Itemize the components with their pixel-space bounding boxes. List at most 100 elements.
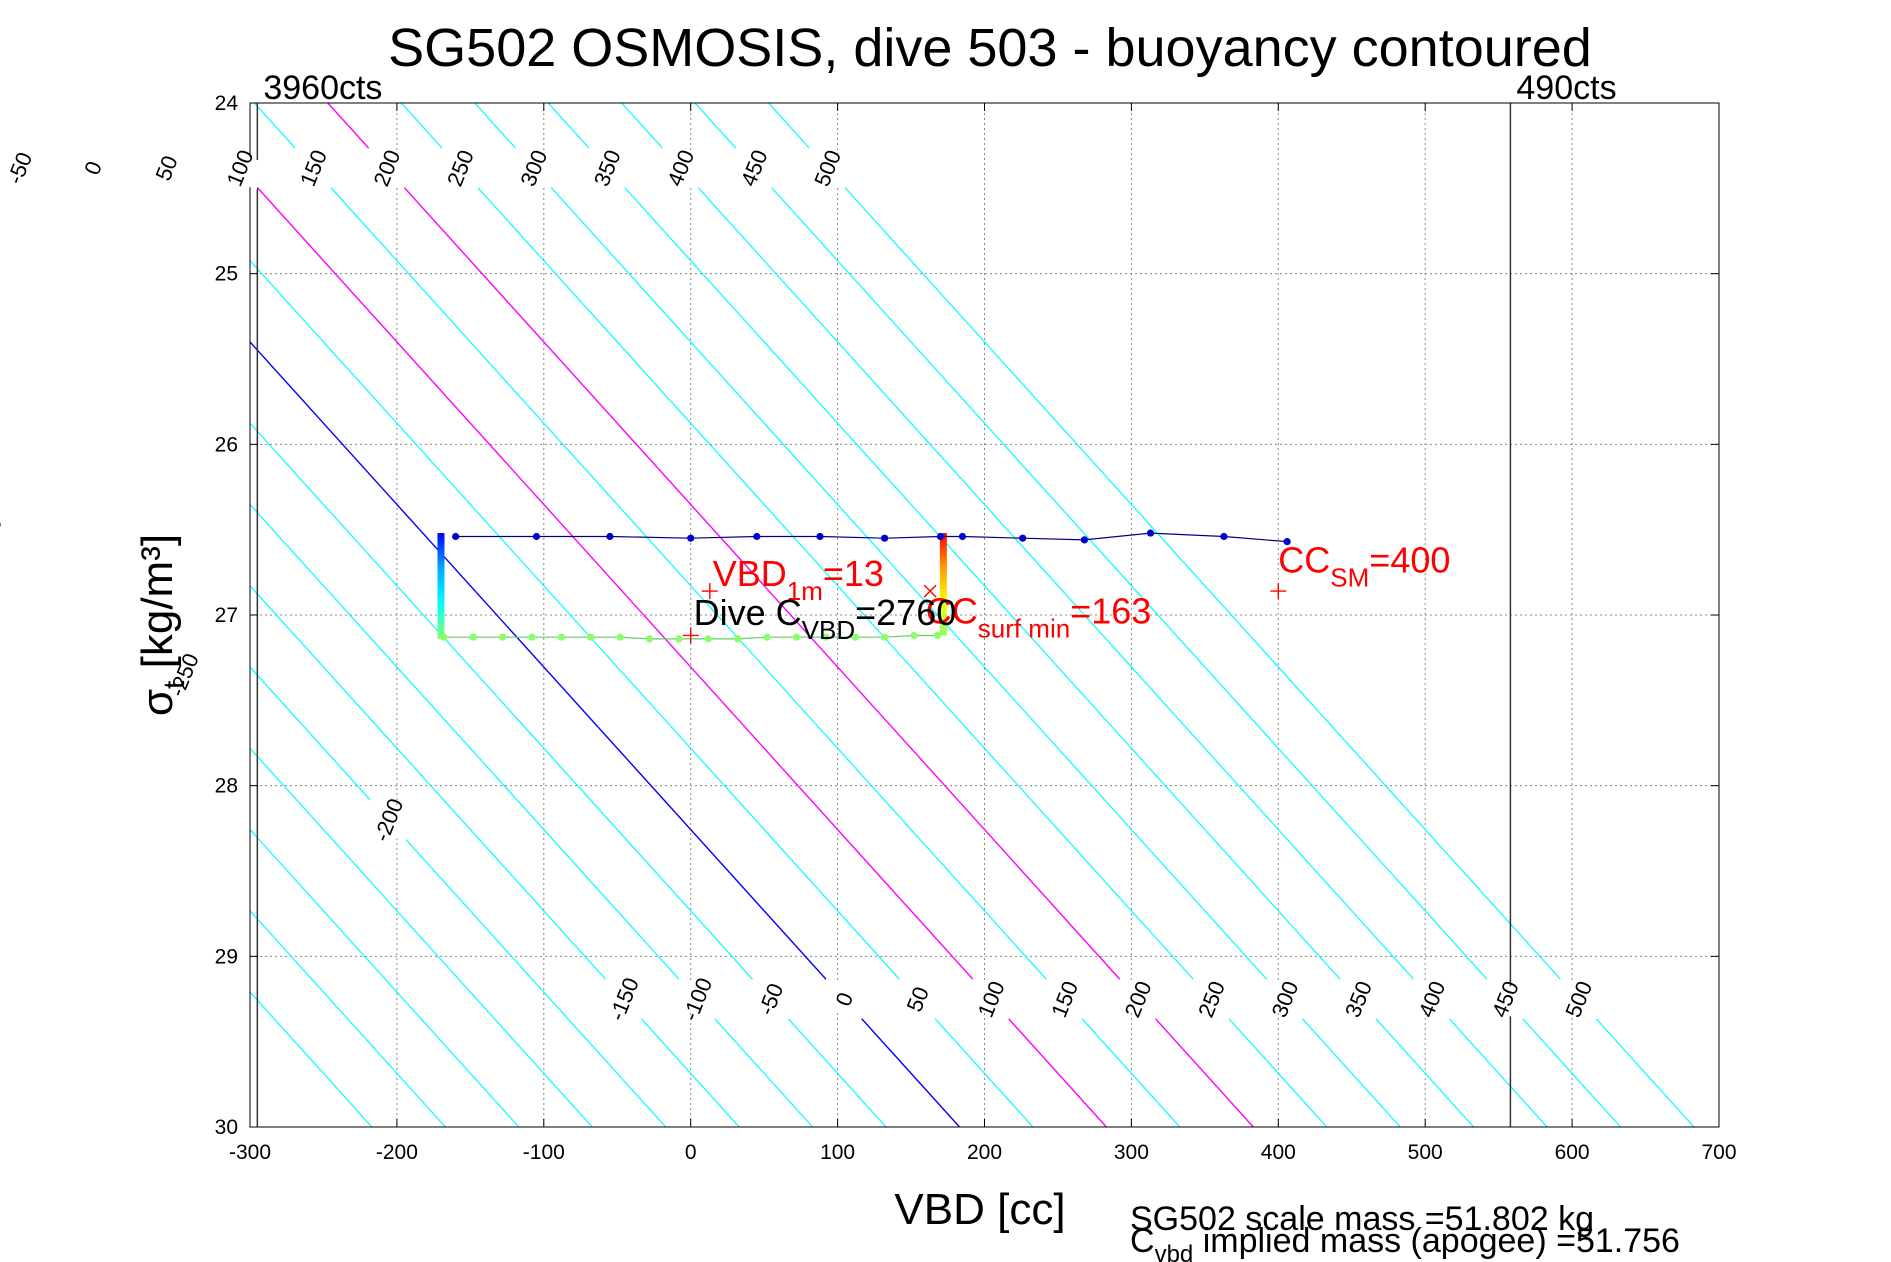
annotation-cvbd: Dive CVBD=2760 xyxy=(694,592,957,645)
surface-profile-column xyxy=(939,533,947,636)
data-point xyxy=(933,631,942,640)
x-tick-label: -100 xyxy=(523,1141,565,1164)
contour-label-top-bg xyxy=(65,145,121,190)
data-point xyxy=(936,532,945,541)
x-tick-label: 0 xyxy=(685,1141,697,1164)
footer-line-2: Cvbd implied mass (apogee) =51.756 xyxy=(1130,1222,1680,1262)
data-point xyxy=(452,532,460,541)
annotations: 3960cts 490cts VBD1m=13 CCsurf min=163 CCSM=… xyxy=(263,69,1616,645)
contour-label-bottom-bg xyxy=(816,977,872,1021)
data-point xyxy=(587,633,595,641)
contour-line xyxy=(250,259,1034,1127)
y-tick-label: 29 xyxy=(215,945,238,968)
contour-label-bottom-bg xyxy=(1257,977,1313,1021)
marker-plus xyxy=(682,627,699,644)
contour-label-bottom-bg xyxy=(1183,977,1239,1021)
data-point xyxy=(753,532,761,541)
marker-plus xyxy=(1270,583,1287,600)
contour-label-bottom-bg xyxy=(1110,977,1166,1021)
contour-line xyxy=(250,909,446,1127)
contour-label-top-bg xyxy=(138,145,194,190)
x-tick-label: -200 xyxy=(376,1141,418,1164)
x-axis-label: VBD [cc] xyxy=(894,1185,1065,1234)
axis-ticks: -300 -200 -100 0 100 200 300 400 500 600 700 24 25 26… xyxy=(215,92,1737,1164)
contour-line xyxy=(694,103,1622,1127)
contour-label-bottom-bg xyxy=(1550,977,1606,1021)
contour-label-top-bg xyxy=(652,145,708,190)
y-tick-label: 26 xyxy=(215,433,238,456)
data-point xyxy=(528,633,536,641)
contour-label-bottom-bg xyxy=(669,977,725,1021)
y-tick-label: 30 xyxy=(215,1116,238,1139)
data-point xyxy=(851,633,859,641)
contour-line xyxy=(250,747,593,1127)
contour-label-bottom-bg xyxy=(889,977,945,1021)
buoyancy-contours xyxy=(250,103,1695,1127)
annotation-ccsurf: CCsurf min=163 xyxy=(926,591,1152,644)
data-point xyxy=(1220,532,1228,541)
data-point xyxy=(704,635,712,643)
y-tick-label: 24 xyxy=(215,92,239,115)
contour-line xyxy=(547,103,1475,1127)
data-point xyxy=(1080,536,1088,544)
data-point xyxy=(816,532,824,541)
data-point xyxy=(881,534,889,542)
data-point xyxy=(616,633,624,641)
x-tick-label: 600 xyxy=(1555,1141,1590,1164)
contour-label-top-bg xyxy=(799,145,855,190)
contour-label-bottom-bg xyxy=(1036,977,1092,1021)
data-point xyxy=(1146,529,1155,537)
footer-line-1: SG502 scale mass =51.802 kg xyxy=(1130,1200,1594,1238)
contour-line xyxy=(250,503,814,1127)
contour-label-top-bg xyxy=(726,145,782,190)
contour-line xyxy=(250,666,667,1127)
contour-line xyxy=(253,103,1181,1127)
x-tick-label: 200 xyxy=(967,1141,1002,1164)
contour-line xyxy=(250,178,1107,1127)
data-series xyxy=(437,529,1291,643)
marker-cross xyxy=(923,584,937,598)
contour-label-bottom-bg xyxy=(1477,977,1533,1021)
vbd-limit-label: 490cts xyxy=(1516,69,1616,107)
x-tick-label: 500 xyxy=(1408,1141,1443,1164)
contour-label-left-bg xyxy=(0,516,15,561)
x-tick-label: 400 xyxy=(1261,1141,1296,1164)
contour-label-bottom-bg xyxy=(1403,977,1459,1021)
contour-label-bottom-bg xyxy=(1330,977,1386,1021)
data-point xyxy=(1019,534,1027,542)
y-tick-label: 27 xyxy=(215,604,238,627)
x-tick-label: 100 xyxy=(820,1141,855,1164)
bottom-profile-column xyxy=(437,533,445,639)
data-point xyxy=(606,532,614,541)
annotation-vbd1m: VBD1m=13 xyxy=(713,553,884,606)
contour-line xyxy=(250,584,740,1127)
data-point xyxy=(557,633,566,641)
svg-text:σt [kg/m³]: σt [kg/m³] xyxy=(133,534,191,716)
x-tick-label: 300 xyxy=(1114,1141,1149,1164)
data-point xyxy=(687,534,695,542)
data-point xyxy=(499,633,507,641)
contour-label-top-bg xyxy=(579,145,635,190)
data-point xyxy=(532,532,541,541)
data-point xyxy=(958,532,967,541)
contour-line xyxy=(250,422,887,1127)
contour-label-left-bg xyxy=(360,797,416,842)
contour-label-left-bg xyxy=(156,652,212,697)
data-point xyxy=(469,633,477,641)
annotation-ccsm: CCSM=400 xyxy=(1278,539,1450,592)
contour-label-top-bg xyxy=(285,145,341,190)
x-tick-label: -300 xyxy=(229,1141,271,1164)
data-point xyxy=(734,635,742,643)
data-point xyxy=(1283,538,1291,546)
data-point xyxy=(881,633,889,641)
contour-line xyxy=(327,103,1254,1127)
contour-label-top-bg xyxy=(432,145,488,190)
series-line xyxy=(443,634,938,640)
contour-label-top-bg xyxy=(358,145,414,190)
data-point xyxy=(792,633,801,641)
contour-label-top-bg xyxy=(505,145,561,190)
contour-line xyxy=(768,103,1695,1127)
data-point xyxy=(822,633,830,641)
